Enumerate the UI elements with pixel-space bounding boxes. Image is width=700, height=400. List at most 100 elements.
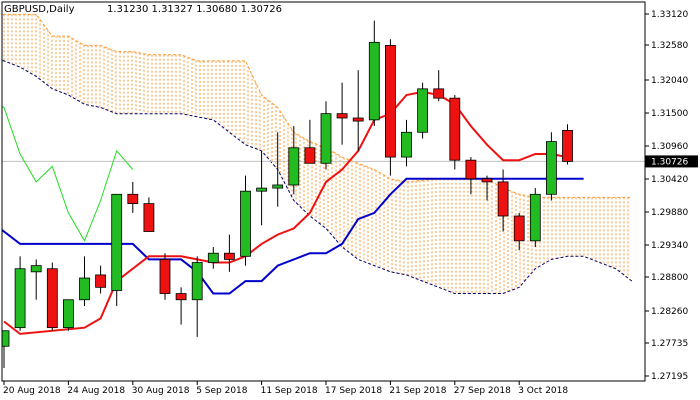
price-badge-bg (645, 155, 698, 168)
candle-body (304, 147, 316, 164)
candle (352, 70, 364, 151)
y-tick-label: 1.32580 (651, 41, 688, 51)
candle (320, 101, 332, 170)
candle (223, 234, 235, 272)
candle (63, 299, 74, 331)
y-tick-label: 1.28800 (651, 273, 688, 283)
x-tick-label: 30 Aug 2018 (132, 386, 190, 396)
candle-body (513, 215, 525, 242)
candle (175, 287, 187, 325)
candle-body (481, 178, 493, 183)
candle (304, 119, 316, 164)
candle-body (352, 117, 364, 122)
candle (288, 126, 300, 195)
candle (497, 169, 509, 232)
candle-body (159, 259, 171, 294)
candle-body (14, 268, 26, 329)
plot-border (1, 1, 646, 382)
candle (384, 39, 396, 176)
senkou-span-a (2, 13, 632, 198)
candle (368, 20, 380, 127)
x-tick-label: 21 Sep 2018 (389, 386, 446, 396)
x-tick-label: 5 Sep 2018 (196, 386, 248, 396)
candle (401, 119, 412, 167)
y-tick-label: 1.32040 (651, 76, 688, 86)
candle (465, 157, 477, 195)
candle-body (143, 203, 155, 232)
ohlc-label: 1.31230 1.31327 1.30680 1.30726 (107, 4, 282, 15)
chart-header: GBPUSD,Daily 1.31230 1.31327 1.30680 1.3… (4, 4, 282, 15)
y-tick-label: 1.27195 (651, 372, 688, 382)
candle (191, 256, 203, 337)
ichimoku-cloud (2, 13, 633, 294)
candle-body (465, 159, 477, 180)
candle-body (320, 113, 332, 164)
candle-body (272, 184, 284, 189)
candle (2, 330, 10, 368)
y-tick-label: 1.31500 (651, 109, 688, 119)
candle (449, 95, 461, 170)
y-tick-label: 1.30960 (651, 142, 688, 152)
price-badge-label: 1.30726 (651, 157, 688, 167)
x-tick-label: 11 Sep 2018 (261, 386, 318, 396)
price-badge: 1.30726 (645, 155, 698, 168)
candle (336, 82, 348, 145)
x-tick-label: 20 Aug 2018 (3, 386, 61, 396)
candle-body (384, 45, 396, 158)
tenkan-sen-line (3, 90, 568, 335)
candle-body (63, 299, 74, 329)
kijun-sen-line (2, 177, 584, 295)
price-axis: 1.33120 1.32580 1.32040 1.31500 1.30960 1.304… (645, 10, 688, 382)
candle (79, 256, 90, 306)
candle-body (529, 193, 541, 242)
candle-body (2, 330, 10, 347)
candle-body (368, 41, 380, 121)
candle-body (417, 88, 429, 133)
y-tick-label: 1.33120 (651, 10, 688, 20)
candle-body (401, 131, 412, 158)
candle (111, 193, 123, 306)
y-tick-label: 1.29880 (651, 208, 688, 218)
candle (127, 181, 139, 213)
candle-body (30, 265, 42, 273)
candle-body (111, 193, 123, 291)
candle-body (449, 97, 461, 161)
x-tick-label: 27 Sep 2018 (454, 386, 511, 396)
candle (30, 259, 42, 300)
candle (95, 265, 106, 294)
candle (14, 256, 26, 331)
candle-body (95, 274, 106, 288)
candle-body (175, 293, 187, 301)
y-tick-label: 1.30420 (651, 175, 688, 185)
time-axis: 20 Aug 2018 24 Aug 2018 30 Aug 2018 5 Sep 2… (3, 381, 568, 396)
candle (240, 175, 251, 266)
plot-frame (1, 1, 646, 382)
candle-body (336, 113, 348, 119)
candle-body (433, 88, 445, 99)
candles (2, 20, 573, 368)
candle (433, 70, 445, 102)
candle (513, 212, 525, 251)
y-tick-label: 1.28260 (651, 307, 688, 317)
candle (207, 247, 219, 269)
candle-body (191, 262, 203, 301)
candle-body (562, 130, 573, 162)
symbol-label: GBPUSD,Daily (4, 4, 75, 15)
candle (272, 132, 284, 207)
candle-body (207, 252, 219, 263)
candle-body (223, 252, 235, 260)
candle (143, 197, 155, 232)
candle (256, 150, 268, 226)
candle-body (256, 187, 268, 192)
candle (529, 188, 541, 248)
candle-body (497, 181, 509, 217)
candle-body (46, 268, 58, 329)
candle-body (288, 147, 300, 186)
x-tick-label: 17 Sep 2018 (325, 386, 382, 396)
x-tick-label: 24 Aug 2018 (67, 386, 125, 396)
y-tick-label: 1.27735 (651, 339, 688, 349)
candle-body (546, 141, 557, 195)
candle (481, 175, 493, 201)
